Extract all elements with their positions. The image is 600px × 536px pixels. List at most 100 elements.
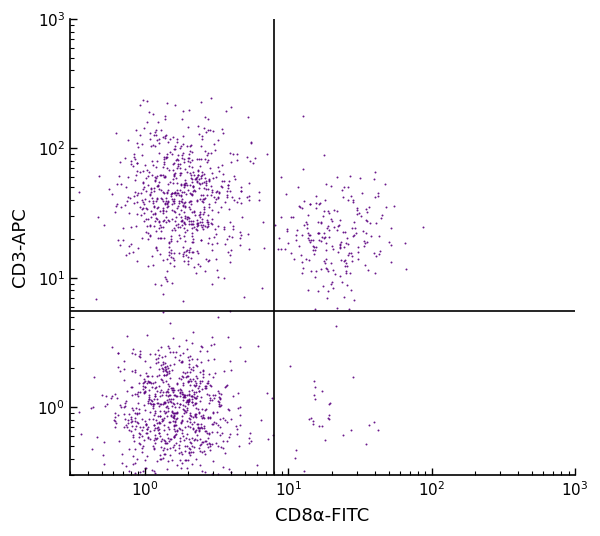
- Point: [100, 402, 109, 411]
- Point: [176, 142, 185, 151]
- Point: [179, 183, 189, 191]
- Point: [126, 223, 136, 232]
- Point: [179, 436, 188, 444]
- Point: [192, 219, 202, 228]
- Point: [177, 429, 187, 437]
- Point: [165, 390, 175, 399]
- Point: [314, 229, 324, 237]
- Point: [197, 171, 207, 180]
- Point: [236, 230, 245, 239]
- Point: [168, 254, 178, 262]
- Point: [313, 228, 322, 237]
- Point: [321, 180, 331, 188]
- Point: [335, 244, 344, 253]
- Point: [332, 207, 341, 216]
- Point: [166, 434, 176, 443]
- Point: [169, 334, 178, 343]
- Point: [194, 386, 204, 395]
- Point: [166, 232, 176, 240]
- Point: [282, 227, 292, 236]
- Point: [223, 248, 233, 256]
- Point: [143, 331, 152, 339]
- Point: [140, 356, 150, 365]
- Point: [196, 423, 205, 432]
- Point: [208, 457, 218, 465]
- Point: [352, 228, 361, 237]
- Point: [188, 375, 198, 384]
- Point: [154, 138, 164, 147]
- Point: [161, 194, 171, 203]
- Point: [172, 392, 181, 400]
- Point: [302, 255, 311, 263]
- Point: [191, 413, 200, 421]
- Point: [110, 208, 119, 217]
- Point: [203, 434, 213, 442]
- Point: [220, 273, 229, 282]
- Point: [131, 416, 140, 425]
- Point: [154, 370, 164, 379]
- Point: [186, 174, 196, 183]
- Point: [179, 149, 188, 158]
- Point: [184, 376, 194, 385]
- Point: [224, 232, 234, 241]
- Point: [178, 252, 188, 260]
- Point: [344, 196, 353, 205]
- Point: [226, 415, 236, 423]
- Point: [164, 388, 173, 396]
- Point: [155, 250, 164, 258]
- Point: [169, 360, 179, 369]
- Point: [149, 445, 159, 453]
- Point: [320, 259, 330, 267]
- Point: [148, 161, 158, 169]
- Point: [220, 198, 230, 207]
- Point: [242, 192, 252, 201]
- Point: [148, 210, 158, 218]
- Point: [138, 197, 148, 206]
- Point: [232, 475, 242, 484]
- Point: [172, 473, 182, 482]
- Point: [194, 382, 204, 390]
- Point: [137, 448, 146, 456]
- Point: [146, 396, 155, 405]
- Point: [187, 175, 197, 183]
- Point: [148, 466, 157, 474]
- Point: [176, 181, 185, 189]
- Point: [170, 446, 179, 455]
- Point: [268, 394, 277, 403]
- Point: [173, 189, 182, 197]
- Point: [185, 197, 195, 205]
- Point: [187, 391, 196, 400]
- Point: [170, 188, 180, 196]
- Point: [144, 108, 154, 117]
- Point: [227, 193, 236, 202]
- Point: [322, 224, 332, 232]
- Point: [184, 154, 193, 163]
- Point: [116, 203, 126, 212]
- Point: [361, 228, 371, 237]
- Point: [183, 456, 193, 464]
- Point: [305, 237, 315, 246]
- Point: [136, 440, 145, 449]
- Point: [316, 265, 326, 273]
- Point: [193, 222, 202, 230]
- Point: [206, 182, 215, 190]
- Point: [160, 132, 170, 140]
- Point: [196, 161, 205, 170]
- Point: [148, 141, 158, 150]
- Point: [309, 250, 319, 258]
- Point: [182, 212, 192, 221]
- Point: [106, 394, 116, 403]
- Point: [121, 397, 131, 405]
- Point: [248, 159, 258, 167]
- Point: [143, 422, 153, 431]
- Point: [348, 232, 358, 241]
- Point: [143, 396, 153, 405]
- Point: [389, 202, 398, 210]
- Point: [343, 240, 353, 249]
- Point: [187, 163, 197, 172]
- Point: [193, 249, 203, 257]
- Point: [207, 396, 217, 404]
- Point: [191, 404, 201, 412]
- Point: [316, 237, 326, 246]
- Point: [132, 159, 142, 168]
